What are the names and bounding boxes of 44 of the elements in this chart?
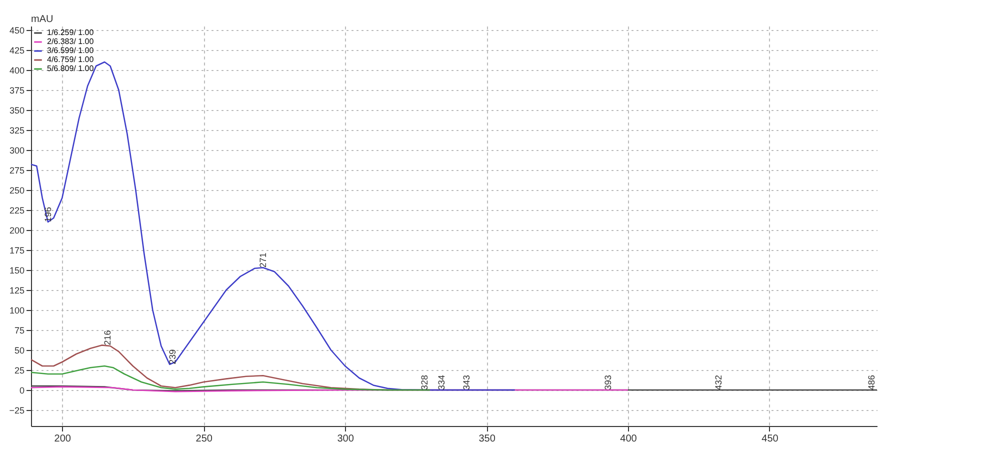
- legend-label: 4/6.759/ 1.00: [47, 55, 94, 64]
- y-tick-label: 50: [14, 346, 24, 356]
- y-tick-label: 175: [9, 246, 24, 256]
- line-series: [30, 61, 516, 391]
- annotation: 271: [258, 252, 268, 268]
- x-tick-label: 250: [196, 434, 213, 444]
- y-tick-label: 250: [9, 186, 24, 196]
- legend-label: 1/6.259/ 1.00: [47, 28, 94, 37]
- x-tick-label: 400: [620, 434, 638, 444]
- y-tick-label: 425: [9, 46, 24, 56]
- annotation: 432: [714, 374, 724, 390]
- x-tick-label: 350: [478, 434, 496, 444]
- y-tick-label: 75: [14, 326, 24, 336]
- annotation: 486: [866, 374, 876, 390]
- y-tick-label: 150: [9, 266, 24, 276]
- annotation: 328: [419, 374, 430, 390]
- y-tick-label: 0: [19, 386, 24, 396]
- y-axis-title: mAU: [31, 14, 54, 25]
- x-tick-label: 300: [337, 434, 354, 444]
- annotation: 343: [462, 374, 472, 390]
- y-tick-label: 325: [9, 126, 24, 136]
- y-tick-label: 125: [9, 286, 24, 296]
- y-tick-label: 275: [9, 166, 24, 176]
- y-tick-label: 225: [9, 206, 24, 216]
- x-tick-label: 450: [762, 434, 779, 444]
- line-series: [30, 365, 431, 391]
- x-tick-label: 200: [54, 434, 72, 444]
- legend-label: 3/6.599/ 1.00: [47, 46, 94, 55]
- y-tick-label: 25: [14, 366, 24, 376]
- y-tick-label: 400: [9, 66, 24, 76]
- legend-label: 2/6.383/ 1.00: [47, 37, 94, 46]
- annotation: 393: [603, 374, 614, 390]
- y-tick-label: 375: [9, 86, 24, 96]
- y-tick-label: 200: [9, 226, 24, 236]
- annotation: 216: [102, 330, 112, 346]
- y-tick-label: 100: [9, 306, 24, 316]
- y-tick-label: 450: [9, 26, 24, 36]
- y-tick-label: 350: [9, 106, 24, 116]
- y-tick-label: −25: [9, 406, 24, 416]
- y-tick-label: 300: [9, 146, 24, 156]
- annotation: 334: [436, 374, 446, 390]
- annotation: 196: [42, 206, 53, 222]
- legend-label: 5/6.809/ 1.00: [47, 64, 94, 73]
- annotation: 239: [167, 349, 178, 364]
